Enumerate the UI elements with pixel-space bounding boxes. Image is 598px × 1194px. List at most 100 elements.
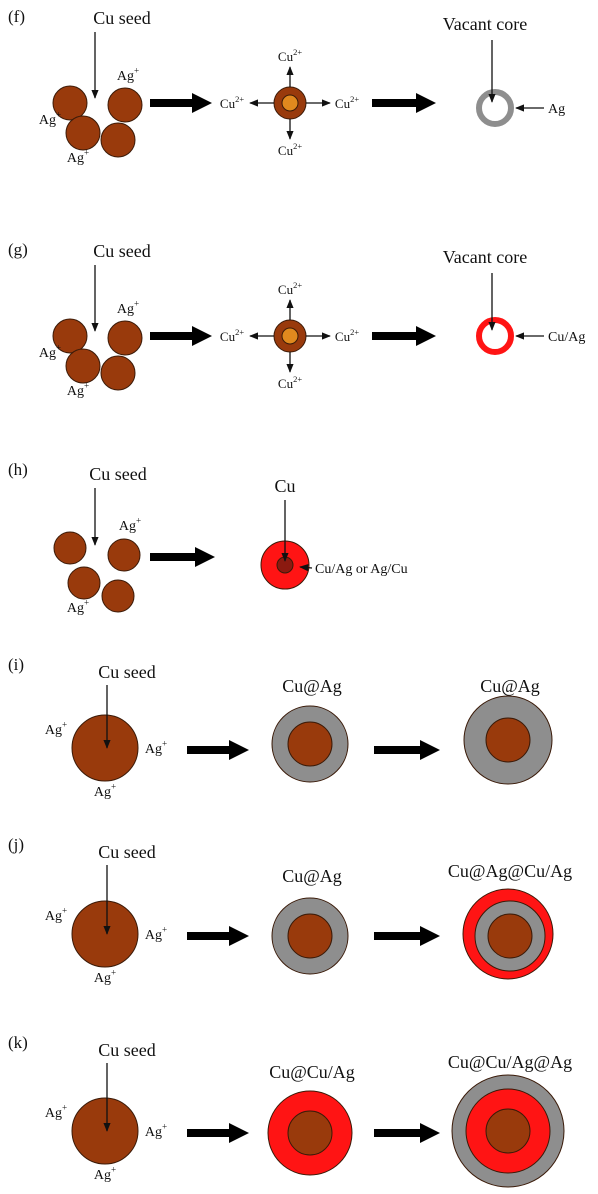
cu-core xyxy=(288,722,332,766)
ion-label: Cu2+ xyxy=(278,47,302,64)
ion-base: Cu xyxy=(278,49,294,64)
ion-base: Ag xyxy=(45,723,62,738)
seed-core xyxy=(282,328,298,344)
ion-base: Ag xyxy=(94,971,111,986)
ion-label: Ag+ xyxy=(67,148,89,166)
ion-base: Ag xyxy=(45,1106,62,1121)
seed-label: Cu seed xyxy=(93,8,151,28)
ion-charge: 2+ xyxy=(350,327,359,337)
panel-label: (h) xyxy=(8,460,28,479)
stage-title: Cu@Cu/Ag xyxy=(269,1062,355,1082)
reaction-arrow xyxy=(187,1123,249,1143)
ion-base: Cu xyxy=(220,329,236,344)
stage-title: Cu@Cu/Ag@Ag xyxy=(448,1052,572,1072)
hollow-shell xyxy=(479,320,511,352)
ion-charge: 2+ xyxy=(235,94,244,104)
ion-label: Cu2+ xyxy=(278,280,302,297)
product-title: Cu xyxy=(274,476,295,496)
ion-charge: + xyxy=(136,516,141,526)
ion-base: Ag xyxy=(145,928,162,943)
ion-base: Ag xyxy=(145,742,162,757)
ion-label: Cu2+ xyxy=(335,327,359,344)
ion-base: Ag xyxy=(119,519,136,534)
ion-base: Ag xyxy=(39,346,56,361)
ion-base: Ag xyxy=(45,909,62,924)
panel-label: (g) xyxy=(8,240,28,259)
ion-label: Ag+ xyxy=(94,968,116,986)
ion-base: Cu xyxy=(335,329,351,344)
ion-charge: 2+ xyxy=(293,280,302,290)
ion-label: Ag+ xyxy=(117,299,139,317)
ion-label: Ag+ xyxy=(67,598,89,616)
ion-label: Ag+ xyxy=(145,925,167,943)
ion-label: Cu2+ xyxy=(220,94,244,111)
ion-label: Ag+ xyxy=(94,1165,116,1183)
seed-core xyxy=(282,95,298,111)
cu-core xyxy=(488,914,532,958)
ion-charge: + xyxy=(111,968,116,978)
ion-charge: 2+ xyxy=(350,94,359,104)
ion-base: Cu xyxy=(220,96,236,111)
cu-core xyxy=(486,1109,530,1153)
ion-base: Ag xyxy=(117,69,134,84)
ion-charge: + xyxy=(111,782,116,792)
cu-core xyxy=(288,914,332,958)
particle xyxy=(68,567,100,599)
particle xyxy=(108,321,142,355)
ion-base: Cu xyxy=(278,143,294,158)
cu-seed xyxy=(72,901,138,967)
particle xyxy=(66,349,100,383)
particle xyxy=(66,116,100,150)
seed-label: Cu seed xyxy=(98,842,156,862)
reaction-arrow xyxy=(187,926,249,946)
ion-charge: 2+ xyxy=(293,374,302,384)
ion-charge: + xyxy=(56,343,61,353)
ion-charge: + xyxy=(62,906,67,916)
reaction-arrow xyxy=(374,926,440,946)
cu-core xyxy=(486,718,530,762)
ion-base: Ag xyxy=(67,384,84,399)
ion-charge: + xyxy=(84,598,89,608)
ion-label: Ag+ xyxy=(119,516,141,534)
product-title: Vacant core xyxy=(443,247,527,267)
ion-label: Cu2+ xyxy=(278,374,302,391)
seed-label: Cu seed xyxy=(93,241,151,261)
ion-charge: + xyxy=(62,720,67,730)
ion-label: Ag+ xyxy=(94,782,116,800)
cu-core xyxy=(288,1111,332,1155)
ion-charge: + xyxy=(84,148,89,158)
particle xyxy=(108,88,142,122)
reaction-arrow xyxy=(150,93,212,113)
ion-charge: 2+ xyxy=(235,327,244,337)
ion-base: Ag xyxy=(94,785,111,800)
ion-label: Ag+ xyxy=(39,110,61,128)
ion-base: Ag xyxy=(117,302,134,317)
ion-charge: 2+ xyxy=(293,47,302,57)
ion-label: Ag+ xyxy=(39,343,61,361)
seed-label: Cu seed xyxy=(89,464,147,484)
ion-label: Ag+ xyxy=(67,381,89,399)
reaction-arrow xyxy=(374,1123,440,1143)
reaction-arrow xyxy=(187,740,249,760)
stage-title: Cu@Ag xyxy=(480,676,540,696)
ion-label: Ag+ xyxy=(45,906,67,924)
ion-base: Ag xyxy=(67,601,84,616)
ion-base: Cu xyxy=(335,96,351,111)
seed-label: Cu seed xyxy=(98,662,156,682)
ion-base: Ag xyxy=(145,1125,162,1140)
ion-charge: + xyxy=(134,66,139,76)
ion-base: Cu xyxy=(278,376,294,391)
ion-label: Ag+ xyxy=(117,66,139,84)
ion-charge: + xyxy=(162,925,167,935)
ion-base: Ag xyxy=(94,1168,111,1183)
reaction-arrow xyxy=(374,740,440,760)
ion-label: Ag+ xyxy=(145,739,167,757)
stage-title: Cu@Ag xyxy=(282,866,342,886)
cu-seed xyxy=(72,715,138,781)
ion-base: Ag xyxy=(39,113,56,128)
ion-charge: + xyxy=(56,110,61,120)
seed-label: Cu seed xyxy=(98,1040,156,1060)
particle xyxy=(101,123,135,157)
ion-charge: + xyxy=(134,299,139,309)
ion-base: Cu xyxy=(278,282,294,297)
